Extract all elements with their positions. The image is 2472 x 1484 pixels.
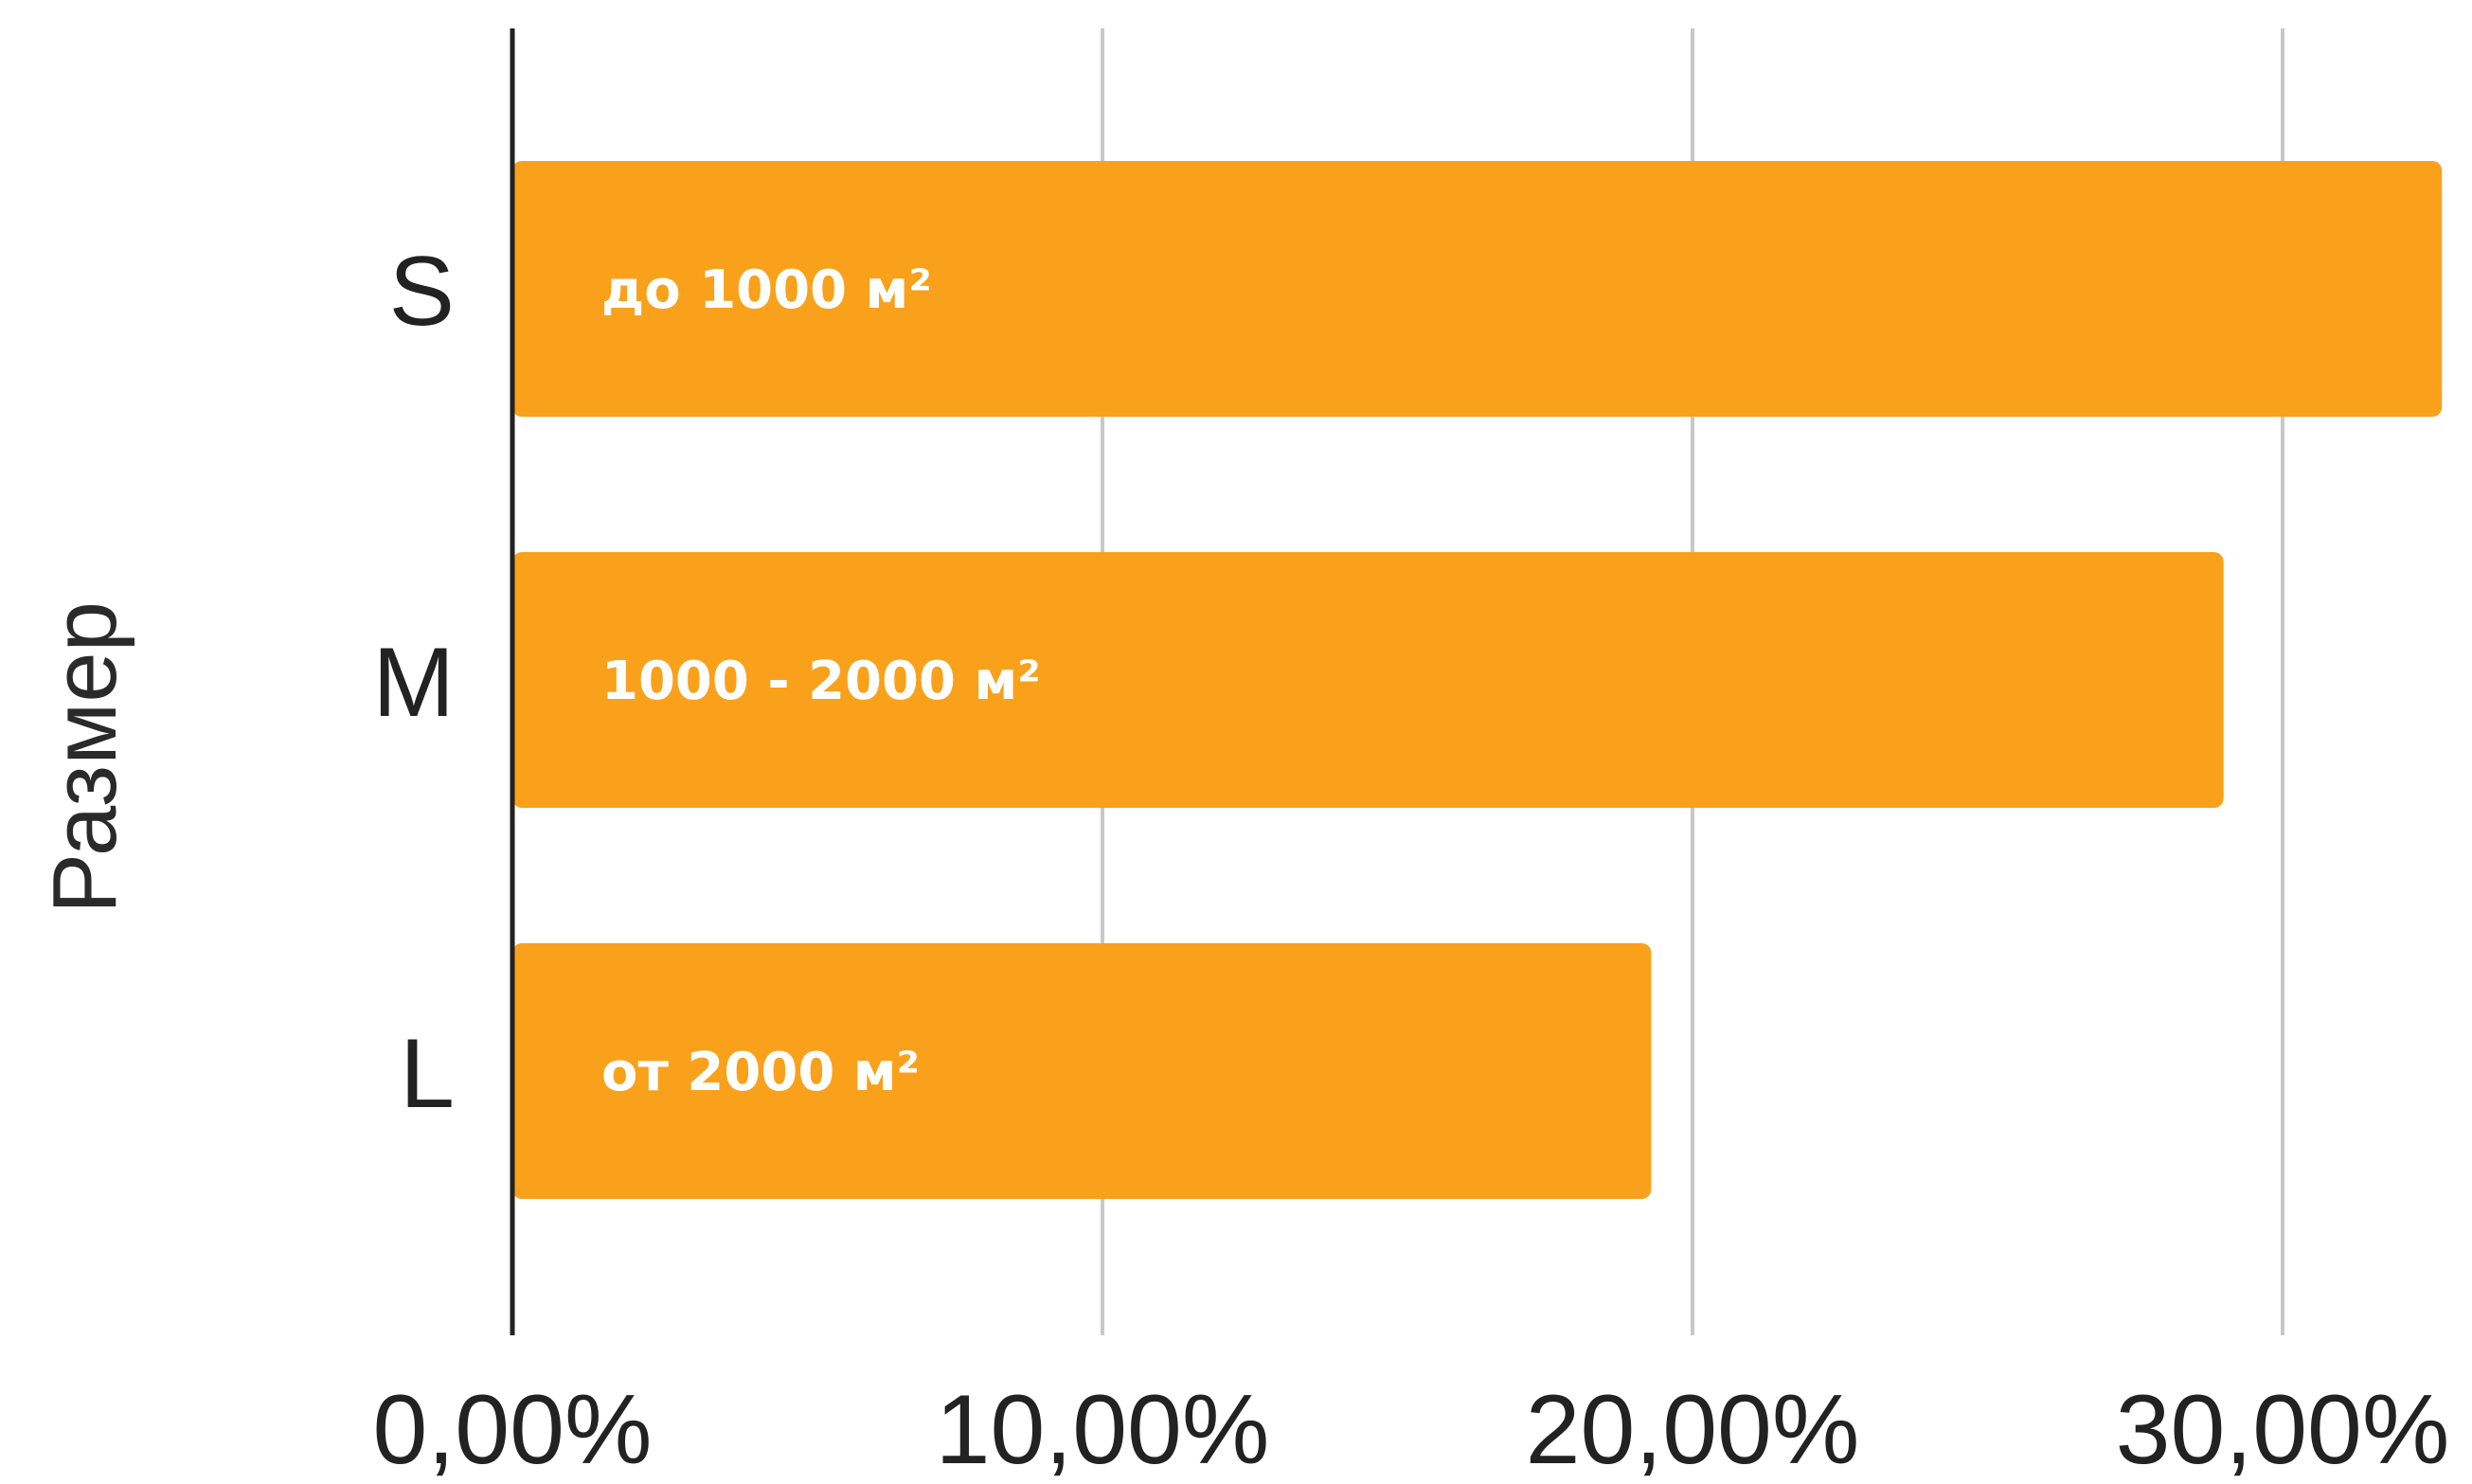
x-tick-label: 10,00%	[936, 1375, 1270, 1484]
bar-label: до 1000 м²	[601, 259, 932, 321]
bar-s	[512, 161, 2443, 417]
bar-l	[512, 943, 1652, 1199]
y-axis-title: Размер	[34, 601, 135, 914]
category-label: L	[400, 1019, 455, 1129]
bar-label: 1000 - 2000 м²	[601, 651, 1041, 712]
bar-label: от 2000 м²	[601, 1042, 920, 1103]
x-tick-label: 20,00%	[1526, 1375, 1860, 1484]
bars	[512, 161, 2443, 1199]
x-tick-label: 30,00%	[2116, 1375, 2450, 1484]
labels: 0,00% 10,00% 20,00% 30,00% S до 1000 м² M 1000 …	[372, 237, 2449, 1484]
category-label: M	[372, 628, 455, 738]
category-label: S	[389, 237, 455, 347]
bar-m	[512, 552, 2224, 808]
x-tick-label: 0,00%	[373, 1375, 653, 1484]
